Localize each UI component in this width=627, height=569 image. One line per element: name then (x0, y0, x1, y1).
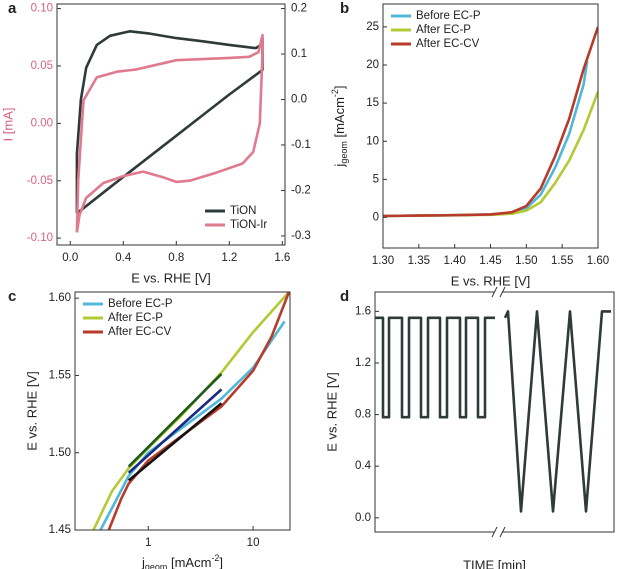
y2-tick-label: -0.1 (291, 139, 311, 151)
legend-label: After EC-CV (108, 326, 172, 338)
legend-label: After EC-CV (416, 38, 480, 50)
x-tick-label: 1.2 (221, 252, 237, 264)
legend-label: TiON-Ir (230, 219, 267, 231)
x-tick-label: 1.60 (587, 255, 609, 267)
legend-label: Before EC-P (108, 298, 173, 310)
panel-label: d (340, 288, 349, 305)
y-tick-label: 1.2 (355, 357, 371, 369)
panel-label: c (8, 288, 16, 305)
data-line (383, 26, 598, 218)
y-tick-label: 0 (373, 212, 379, 224)
plot-frame (382, 3, 599, 249)
x-tick-label: 1.6 (274, 252, 290, 264)
label-part: geom (339, 141, 349, 164)
axis-break (499, 526, 506, 538)
y2-tick-label: 0.0 (291, 94, 307, 106)
y-tick-label: -0.10 (27, 232, 53, 244)
x-tick-label: 1 (145, 537, 151, 549)
x-axis-label: E vs. RHE [V] (451, 273, 530, 288)
y-tick-label: 5 (373, 173, 379, 185)
y-tick-label: 0.10 (31, 3, 53, 15)
y-tick-label: 0.0 (355, 512, 371, 524)
x-tick-label: 1.50 (515, 255, 537, 267)
y-tick-label: 1.55 (49, 369, 71, 381)
label-part: ] (219, 555, 223, 569)
x-tick-label: 1.55 (551, 255, 573, 267)
y2-tick-label: -0.3 (291, 230, 311, 242)
y2-tick-label: -0.2 (291, 184, 311, 196)
legend-label: After EC-P (416, 24, 471, 36)
x-tick-label: 1.40 (443, 255, 465, 267)
y-tick-label: -0.05 (27, 175, 53, 187)
data-line (375, 310, 611, 513)
x-tick-label: 10 (247, 537, 260, 549)
y-tick-label: 0.8 (355, 409, 371, 421)
fit-line (127, 402, 223, 482)
y-axis-label: E vs. RHE [V] (324, 372, 339, 451)
y-tick-label: 20 (366, 59, 379, 71)
y-axis-label: jgeom [mAcm-2] (330, 85, 349, 167)
x-axis-label: TIME [min] (463, 557, 526, 569)
x-tick-label: 1.45 (479, 255, 501, 267)
x-tick-label: 0.8 (168, 252, 184, 264)
axis-break-gap (495, 529, 502, 535)
axis-break (491, 286, 498, 298)
panel-label: a (8, 0, 17, 17)
x-axis-label: E vs. RHE [V] (131, 270, 210, 285)
y-tick-label: 1.60 (49, 292, 71, 304)
y-axis-label: I [mA] (0, 108, 15, 142)
plot-frame (74, 291, 291, 531)
axis-break-gap (495, 289, 502, 295)
label-part: j (332, 164, 347, 168)
x-tick-label: 1.35 (408, 255, 430, 267)
axis-break (499, 286, 506, 298)
label-part: [mAcm (332, 97, 347, 141)
data-line (75, 33, 264, 233)
label-part: [mAcm (167, 555, 211, 569)
fit-line (127, 388, 223, 474)
data-line (383, 61, 589, 218)
y-tick-label: 1.50 (49, 447, 71, 459)
fit-line (127, 372, 223, 468)
y-tick-label: 15 (366, 97, 379, 109)
label-part: j (141, 555, 145, 569)
y2-tick-label: 0.2 (291, 3, 307, 15)
y2-tick-label: 0.1 (291, 48, 307, 60)
y-tick-label: 0.05 (31, 60, 53, 72)
y-tick-label: 10 (366, 135, 379, 147)
y-tick-label: 25 (366, 21, 379, 33)
legend-label: Before EC-P (416, 10, 481, 22)
x-tick-label: 1.30 (372, 255, 394, 267)
label-part: -2 (211, 553, 219, 563)
plot-frame (56, 3, 286, 246)
label-part: geom (145, 562, 168, 569)
label-part: ] (332, 85, 347, 89)
y-axis-label: E vs. RHE [V] (24, 371, 39, 450)
x-tick-label: 0.0 (62, 252, 78, 264)
legend-label: TiON (230, 205, 256, 217)
data-line (383, 91, 598, 218)
y-tick-label: 0.00 (31, 117, 53, 129)
y-tick-label: 1.45 (49, 524, 71, 536)
data-line (75, 30, 264, 215)
label-part: -2 (330, 89, 340, 97)
x-axis-label: jgeom [mAcm-2] (141, 553, 223, 569)
panel-label: b (340, 0, 349, 17)
x-tick-label: 0.4 (115, 252, 132, 264)
axis-break (491, 526, 498, 538)
y-tick-label: 1.6 (355, 305, 371, 317)
y-tick-label: 0.4 (355, 460, 372, 472)
legend-label: After EC-P (108, 312, 163, 324)
